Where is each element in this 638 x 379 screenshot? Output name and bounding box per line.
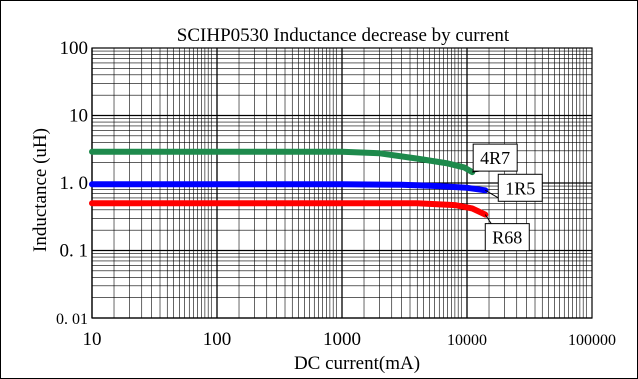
y-tick-label: 1. 0 [60,173,89,194]
series-label-leader [484,214,492,224]
x-tick-label: 1000 [323,329,361,350]
x-tick-label: 10 [83,329,102,350]
x-tick-label: 10000 [447,332,487,349]
tick-labels: 10 100 1000 10000 100000 0. 01 0. 1 1. 0 10 100 [56,38,616,350]
x-tick-label: 100000 [568,332,616,349]
series-label-box [472,143,518,172]
x-axis-label: DC current(mA) [294,353,420,374]
y-tick-label: 100 [60,38,89,59]
series-label-box [497,173,543,202]
x-tick-label: 100 [203,329,232,350]
series-label-4r7: 4R7 [480,148,510,168]
series-label-box [484,223,530,252]
series-label-1r5: 1R5 [505,178,535,198]
y-tick-label: 10 [69,106,88,127]
y-tick-label: 0. 1 [60,241,89,262]
series-line-r68 [89,200,489,218]
series-line-1r5 [89,181,489,194]
series-label-r68: R68 [492,228,522,248]
y-axis-label: Inductance (uH) [30,128,51,252]
chart-title: SCIHP0530 Inductance decrease by current [177,25,510,46]
y-tick-label: 0. 01 [56,311,88,328]
series-layer [89,148,489,218]
series-labels: 4R7 1R5 R68 [472,143,543,252]
series-line-4r7 [89,148,476,176]
